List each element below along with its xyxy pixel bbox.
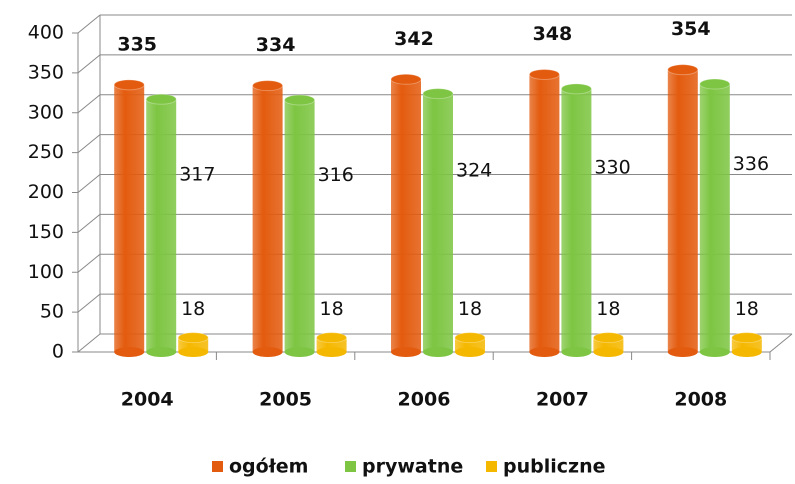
bar-top — [113, 79, 145, 91]
bar — [667, 69, 698, 352]
bar — [114, 84, 145, 353]
value-label: 324 — [456, 160, 492, 182]
grid-line-side — [77, 293, 101, 313]
bar-base — [284, 347, 315, 357]
y-tick-label: 400 — [28, 22, 64, 44]
value-label: 18 — [596, 298, 620, 320]
y-tick-label: 200 — [28, 181, 64, 203]
bar-base — [455, 347, 485, 357]
bar-top — [699, 78, 731, 90]
bar — [423, 93, 453, 353]
value-label: 18 — [735, 298, 759, 320]
bar-base — [391, 347, 421, 357]
value-label: 348 — [533, 23, 573, 45]
x-tick-label: 2004 — [121, 389, 174, 411]
bar-top — [422, 88, 454, 100]
y-tick-label: 150 — [28, 221, 64, 243]
x-tick-label: 2005 — [259, 389, 312, 411]
bar-top — [177, 332, 209, 344]
grid-line-side — [77, 253, 101, 273]
bar-base — [529, 347, 560, 357]
value-label: 342 — [394, 28, 434, 50]
bar — [284, 99, 315, 353]
legend-label: ogółem — [229, 456, 308, 478]
grid-line-side — [77, 213, 101, 233]
bar-base — [699, 347, 730, 357]
bar-top — [667, 64, 699, 76]
bar — [252, 85, 283, 352]
value-label: 335 — [117, 33, 157, 55]
value-label: 330 — [594, 156, 630, 178]
y-tick-label: 0 — [52, 341, 64, 363]
bar-top — [316, 332, 348, 344]
grid-line-side — [77, 14, 101, 34]
legend-label: publiczne — [503, 456, 606, 478]
bar-top — [528, 68, 560, 80]
floor-right — [769, 333, 793, 353]
grid-line-side — [77, 134, 101, 154]
bar-base — [252, 347, 283, 357]
bar-base — [423, 347, 453, 357]
x-tick-label: 2007 — [536, 389, 589, 411]
bar-top — [284, 94, 316, 106]
bar-top — [560, 83, 592, 95]
value-label: 316 — [318, 164, 354, 186]
y-tick-label: 250 — [28, 141, 64, 163]
grid-line-side — [77, 174, 101, 193]
y-tick-label: 350 — [28, 61, 64, 83]
bar-base — [316, 347, 347, 357]
bar-top — [454, 332, 486, 344]
grid-line-side — [77, 333, 101, 353]
value-label: 18 — [181, 298, 205, 320]
bar-base — [667, 347, 698, 357]
legend-label: prywatne — [362, 456, 463, 478]
value-label: 317 — [179, 164, 215, 186]
grid-line-side — [77, 54, 101, 74]
bar-top — [592, 332, 624, 344]
value-label: 18 — [320, 298, 344, 320]
bar-base — [731, 347, 762, 357]
legend-swatch — [345, 461, 356, 472]
bar — [146, 99, 177, 352]
bar — [529, 74, 560, 352]
value-label: 334 — [256, 34, 296, 56]
legend-swatch — [486, 461, 497, 472]
y-tick-label: 50 — [40, 301, 64, 323]
bar — [391, 79, 421, 352]
x-tick-label: 2006 — [398, 389, 451, 411]
legend-swatch — [212, 461, 223, 472]
grid-line-side — [77, 94, 101, 114]
y-tick-label: 300 — [28, 101, 64, 123]
bar-base — [593, 347, 624, 357]
bar-top — [731, 332, 763, 344]
bar-top — [390, 73, 422, 85]
value-label: 18 — [458, 298, 482, 320]
value-label: 354 — [671, 18, 711, 40]
bar — [699, 84, 730, 352]
bar-base — [178, 347, 209, 357]
bar — [561, 88, 592, 352]
bar-top — [145, 93, 177, 105]
bar-base — [114, 347, 145, 357]
bar-base — [561, 347, 592, 357]
bar-top — [252, 80, 284, 92]
x-tick-label: 2008 — [674, 389, 727, 411]
value-label: 336 — [733, 153, 769, 175]
y-tick-label: 100 — [28, 261, 64, 283]
bar-base — [146, 347, 177, 357]
